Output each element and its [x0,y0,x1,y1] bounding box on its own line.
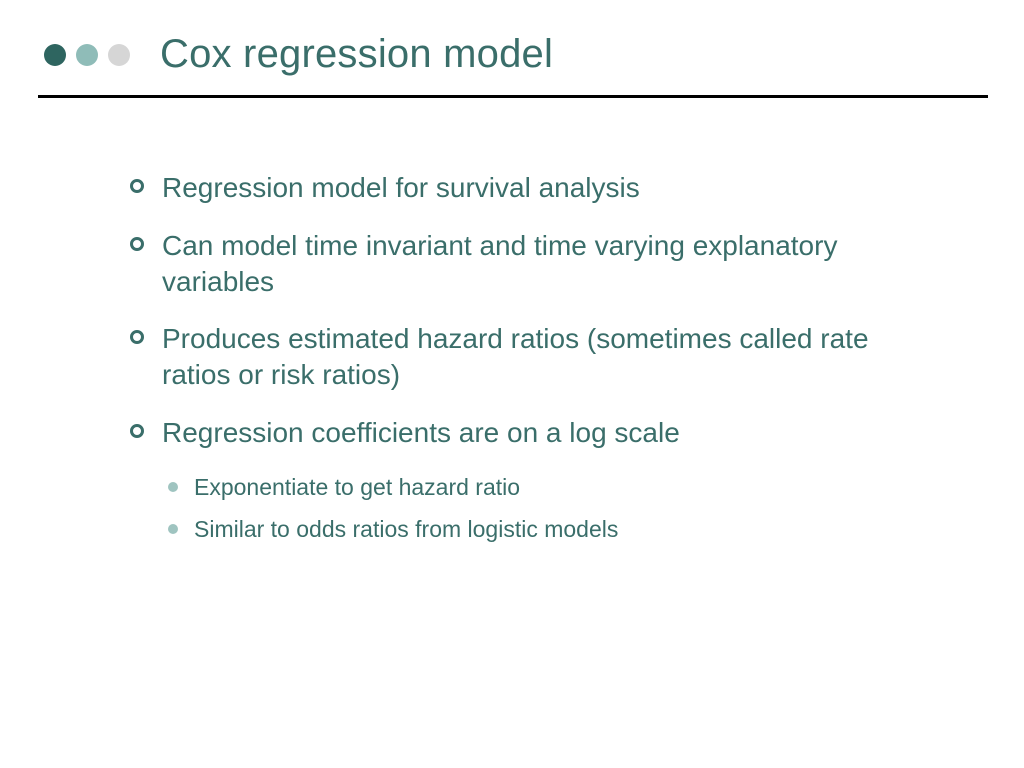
bullet-level1: Regression coefficients are on a log sca… [130,415,930,451]
dot-icon [76,44,98,66]
bullet-level1: Can model time invariant and time varyin… [130,228,930,300]
slide-header: Cox regression model [38,32,986,77]
filled-circle-icon [168,524,178,534]
dot-icon [44,44,66,66]
bullet-text: Produces estimated hazard ratios (someti… [162,321,930,393]
bullet-level1: Produces estimated hazard ratios (someti… [130,321,930,393]
sub-bullet-text: Exponentiate to get hazard ratio [194,473,520,503]
bullet-level2: Exponentiate to get hazard ratio [168,473,930,503]
bullet-level1: Regression model for survival analysis [130,170,930,206]
dot-icon [108,44,130,66]
bullet-text: Regression coefficients are on a log sca… [162,415,680,451]
hollow-circle-icon [130,330,144,344]
divider-rule [38,95,988,98]
bullet-level2: Similar to odds ratios from logistic mod… [168,515,930,545]
slide: Cox regression model Regression model fo… [0,0,1024,768]
sub-bullet-text: Similar to odds ratios from logistic mod… [194,515,618,545]
hollow-circle-icon [130,424,144,438]
hollow-circle-icon [130,179,144,193]
sub-bullet-group: Exponentiate to get hazard ratio Similar … [168,473,930,545]
hollow-circle-icon [130,237,144,251]
slide-body: Regression model for survival analysis Ca… [130,170,930,545]
slide-title: Cox regression model [160,32,553,77]
bullet-text: Can model time invariant and time varyin… [162,228,930,300]
bullet-text: Regression model for survival analysis [162,170,640,206]
filled-circle-icon [168,482,178,492]
decorative-dots [38,44,130,66]
